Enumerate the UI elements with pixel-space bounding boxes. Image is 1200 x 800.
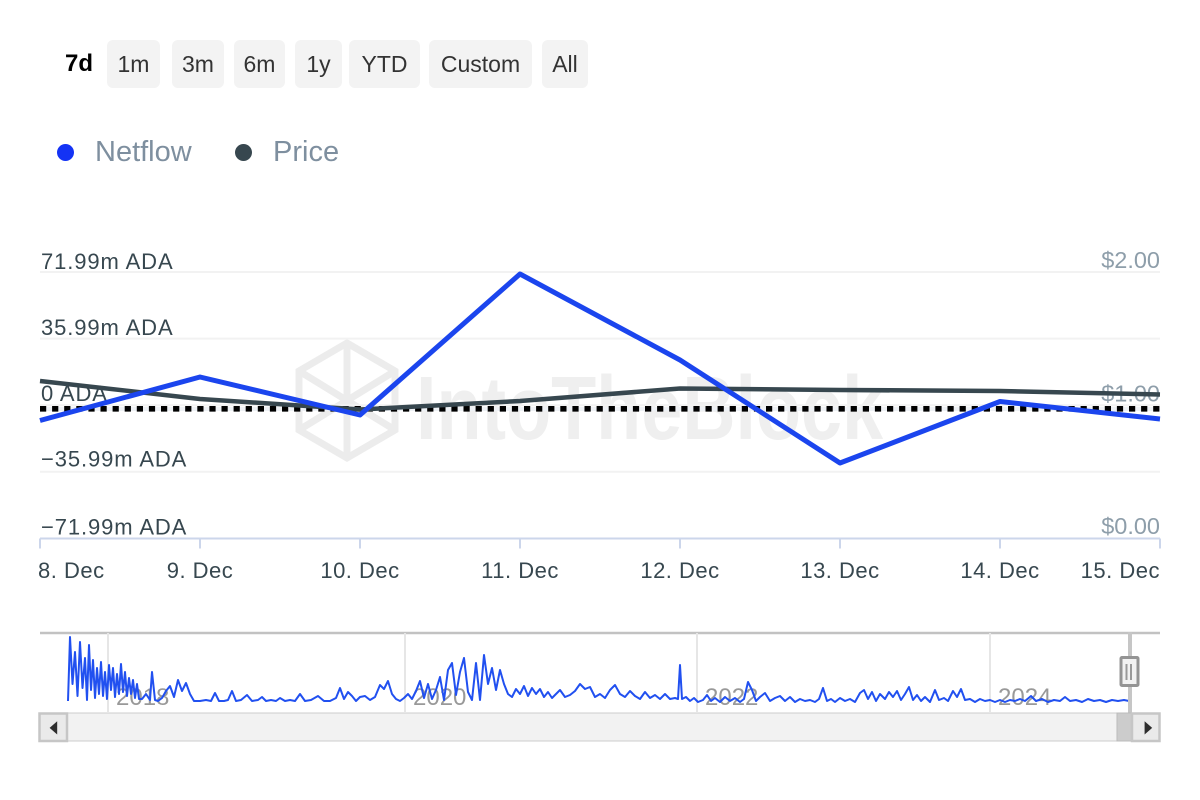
svg-text:14. Dec: 14. Dec — [960, 558, 1039, 583]
svg-text:35.99m ADA: 35.99m ADA — [41, 315, 174, 340]
svg-text:15. Dec: 15. Dec — [1081, 558, 1160, 583]
svg-text:2024: 2024 — [998, 684, 1051, 711]
svg-text:11. Dec: 11. Dec — [481, 558, 559, 583]
svg-text:−35.99m ADA: −35.99m ADA — [41, 447, 187, 472]
svg-text:13. Dec: 13. Dec — [800, 558, 879, 583]
svg-text:71.99m ADA: 71.99m ADA — [41, 249, 174, 274]
svg-text:8. Dec: 8. Dec — [38, 558, 105, 583]
svg-text:9. Dec: 9. Dec — [167, 558, 234, 583]
svg-text:−71.99m ADA: −71.99m ADA — [41, 515, 187, 540]
svg-text:12. Dec: 12. Dec — [640, 558, 719, 583]
svg-text:10. Dec: 10. Dec — [320, 558, 399, 583]
svg-text:$0.00: $0.00 — [1101, 513, 1160, 539]
svg-text:2022: 2022 — [705, 684, 758, 711]
svg-text:$2.00: $2.00 — [1101, 247, 1160, 273]
